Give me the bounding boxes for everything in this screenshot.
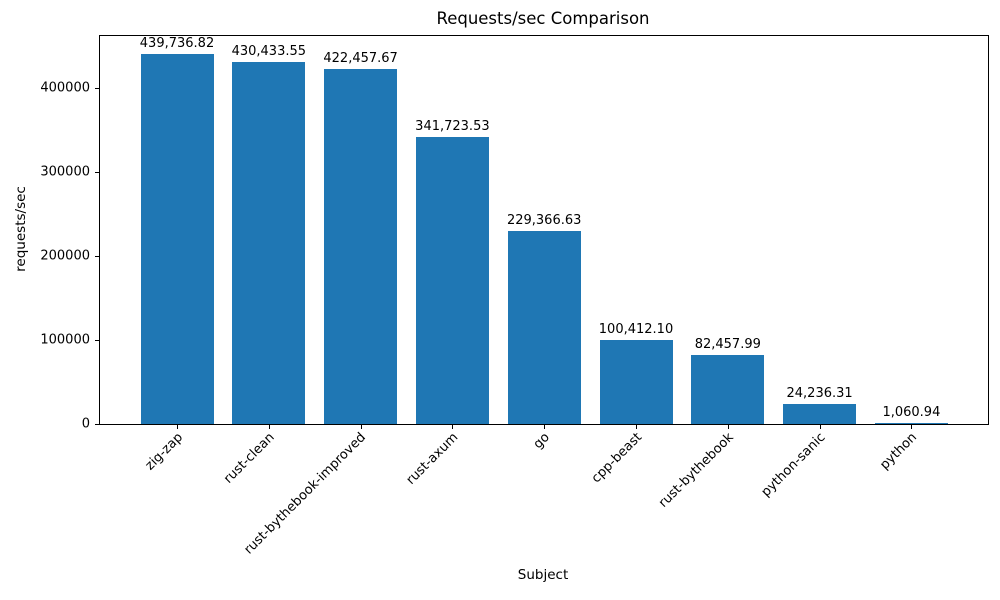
bar-rust-axum [415, 136, 489, 424]
chart-title: Requests/sec Comparison [436, 9, 650, 28]
bar-value-label: 341,723.53 [415, 118, 490, 134]
y-tick-mark [95, 339, 100, 341]
bar-go [507, 231, 581, 424]
x-tick-mark [727, 424, 729, 429]
y-tick-label: 300000 [40, 164, 90, 180]
x-tick-label: zig-zap [142, 430, 186, 474]
x-tick-label: cpp-beast [588, 430, 645, 487]
x-tick-mark [360, 424, 362, 429]
bar-cpp-beast [599, 339, 673, 424]
bar-value-label: 430,433.55 [231, 44, 307, 60]
y-axis-title: requests/sec [13, 186, 29, 272]
x-tick-label: python-sanic [758, 430, 829, 500]
bar-rust-bythebook-improved [324, 69, 398, 424]
y-tick-label: 0 [81, 416, 90, 432]
bar-value-label: 1,060.94 [882, 405, 941, 420]
bar-python-sanic [783, 403, 857, 424]
bar-value-label: 229,366.63 [506, 213, 582, 229]
y-tick-label: 400000 [40, 80, 90, 96]
x-tick-mark [268, 424, 270, 429]
x-tick-label: go [530, 430, 553, 453]
plot-area: 439,736.82 zig-zap 430,433.55 rust-clean 422… [40, 35, 989, 557]
bar-rust-bythebook [691, 354, 765, 424]
x-tick-mark [911, 424, 913, 429]
y-tick-label: 100000 [40, 332, 90, 348]
x-tick-mark [177, 424, 178, 429]
x-tick-mark [819, 424, 821, 429]
x-tick-label: rust-axum [403, 430, 462, 488]
x-tick-label: python [877, 430, 921, 473]
bar-value-label: 82,457.99 [694, 336, 761, 352]
y-tick-mark [95, 255, 100, 257]
x-tick-label: rust-clean [220, 430, 278, 487]
x-axis-title: Subject [517, 567, 569, 583]
bar-value-label: 100,412.10 [598, 321, 674, 337]
x-tick-mark [544, 424, 546, 429]
bar-value-label: 422,457.67 [323, 51, 398, 66]
bar-value-label: 439,736.82 [139, 36, 215, 52]
y-tick-mark [95, 171, 100, 173]
y-tick-mark [95, 87, 100, 89]
x-tick-mark [636, 424, 637, 429]
bar-zig-zap [140, 54, 214, 424]
bar-value-label: 24,236.31 [786, 385, 853, 401]
x-tick-mark [452, 424, 454, 429]
x-tick-label: rust-bythebook [655, 430, 737, 511]
bar-rust-clean [232, 62, 306, 424]
bar-python [874, 423, 948, 424]
y-tick-label: 200000 [40, 248, 90, 264]
y-tick-mark [95, 424, 100, 425]
